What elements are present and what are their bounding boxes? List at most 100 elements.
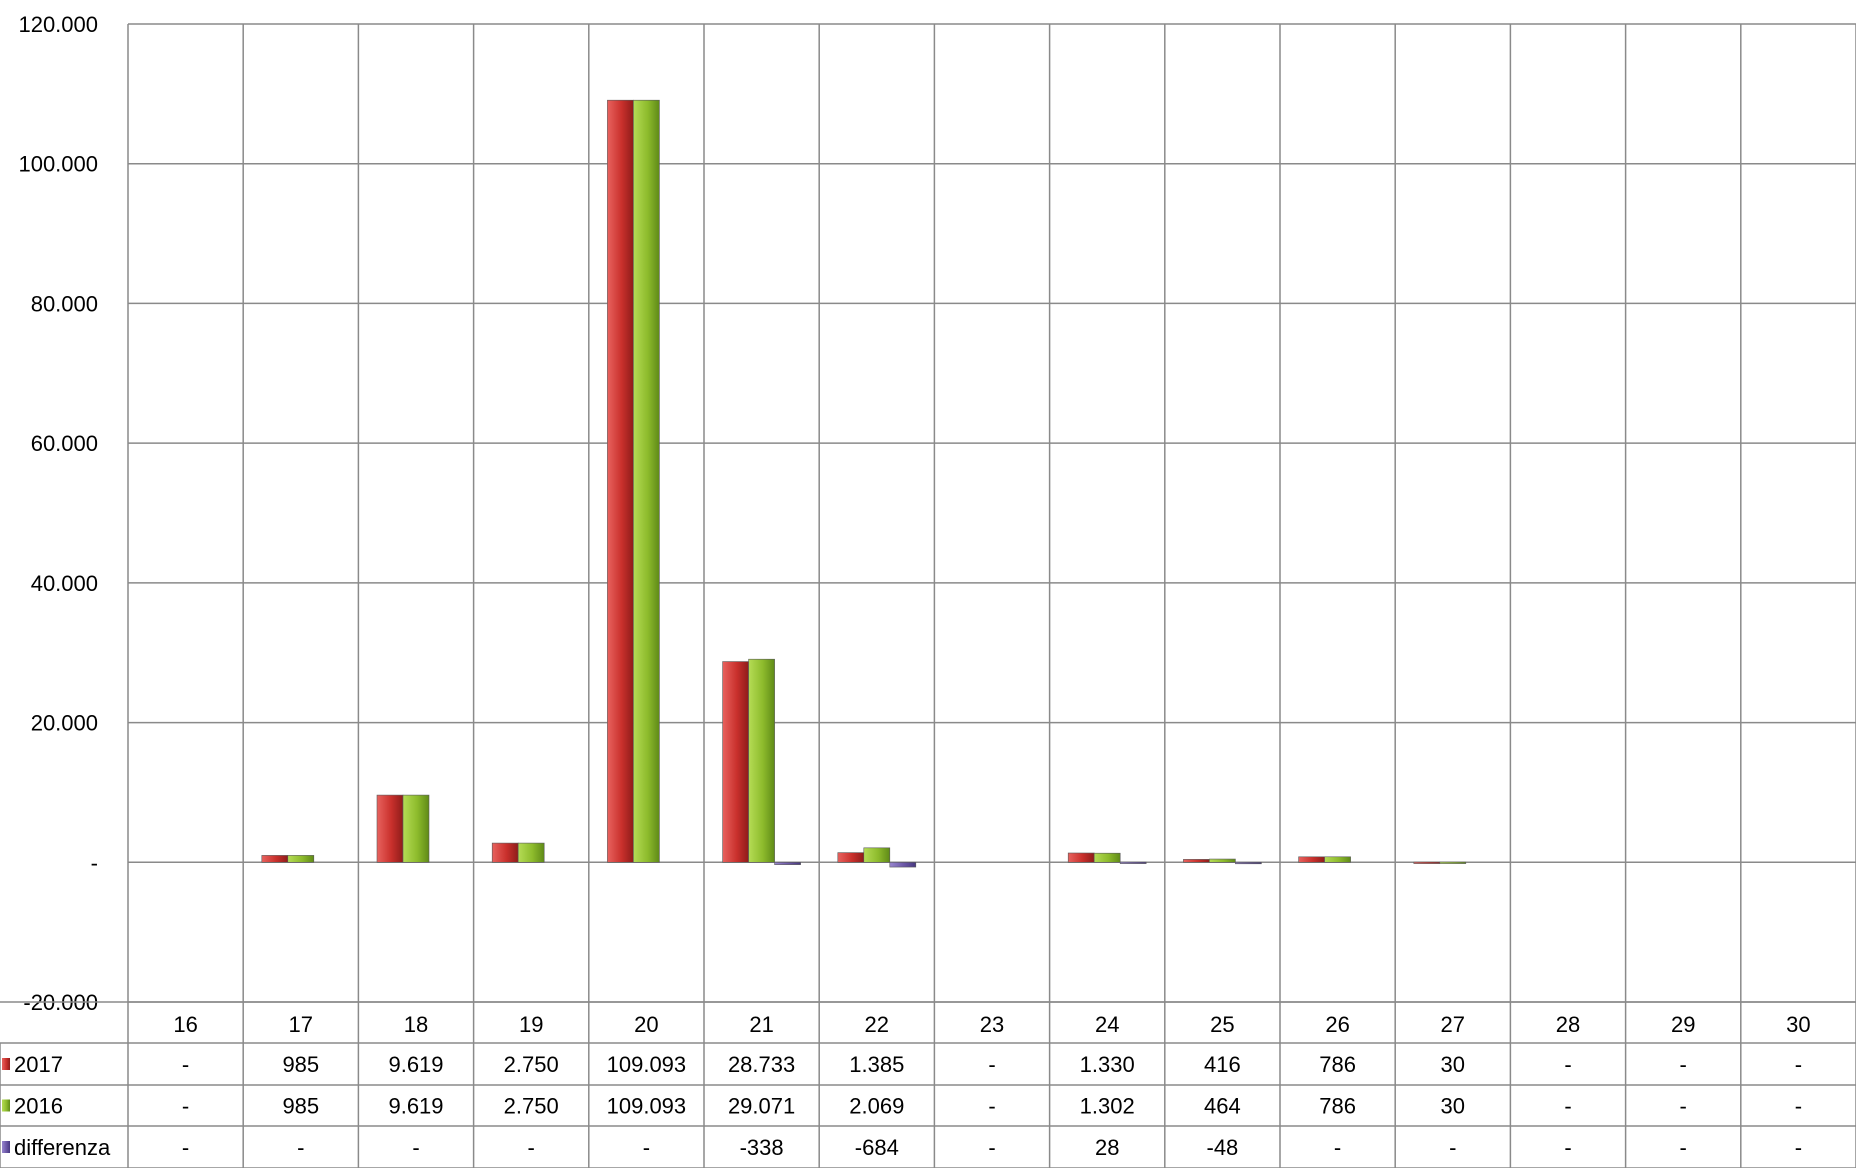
data-table: 16 17 18 19 20 21 22 23 24 25 26 27 28 29 30 2017 - 985 9.… <box>0 1001 1856 1168</box>
data-label: - <box>1564 1094 1571 1119</box>
bar-differenza-25 <box>1235 861 1262 865</box>
data-label: -684 <box>855 1135 899 1160</box>
data-label: 109.093 <box>607 1052 687 1077</box>
data-label: - <box>1680 1094 1687 1119</box>
data-label: 1.330 <box>1080 1052 1135 1077</box>
data-label: 786 <box>1319 1052 1356 1077</box>
bar-differenza-22 <box>889 861 917 868</box>
x-tick-label: 28 <box>1556 1012 1580 1037</box>
grid-lines <box>127 23 1856 1168</box>
bar-2016-26 <box>1324 856 1351 863</box>
data-label: 30 <box>1441 1094 1465 1119</box>
data-label: - <box>643 1135 650 1160</box>
x-tick-label: 26 <box>1325 1012 1349 1037</box>
bar-2017-21 <box>722 661 749 863</box>
data-label: 1.302 <box>1080 1094 1135 1119</box>
data-label: - <box>1680 1135 1687 1160</box>
bar-2017-17 <box>261 855 289 863</box>
bar-differenza-21 <box>774 861 801 865</box>
data-label: 416 <box>1204 1052 1241 1077</box>
data-label: - <box>1334 1135 1341 1160</box>
legend-key-2017 <box>2 1058 10 1070</box>
bar-2017-26 <box>1298 856 1325 863</box>
data-label: -338 <box>740 1135 784 1160</box>
y-tick-label: 40.000 <box>31 571 98 596</box>
x-tick-label: 20 <box>634 1012 658 1037</box>
bar-2016-19 <box>517 842 545 863</box>
y-tick-label: 20.000 <box>31 711 98 736</box>
y-tick-label: - <box>91 850 98 875</box>
data-label: - <box>412 1135 419 1160</box>
x-tick-label: 22 <box>865 1012 889 1037</box>
bar-2016-18 <box>402 794 430 863</box>
data-label: 464 <box>1204 1094 1241 1119</box>
bar-2017-22 <box>837 852 865 863</box>
data-label: - <box>182 1135 189 1160</box>
legend-key-2016 <box>2 1099 10 1112</box>
data-label: 985 <box>282 1052 319 1077</box>
bar-2017-20 <box>607 99 634 863</box>
data-label: - <box>1449 1135 1456 1160</box>
x-tick-label: 29 <box>1671 1012 1695 1037</box>
bar-2016-27 <box>1439 861 1467 864</box>
data-label: 985 <box>282 1094 319 1119</box>
data-label: 29.071 <box>728 1094 795 1119</box>
data-label: 1.385 <box>849 1052 904 1077</box>
data-label: 28 <box>1095 1135 1119 1160</box>
x-tick-label: 23 <box>980 1012 1004 1037</box>
bar-2017-27 <box>1413 861 1441 864</box>
legend-key-differenza <box>2 1141 10 1153</box>
x-tick-label: 21 <box>749 1012 773 1037</box>
data-label: - <box>988 1135 995 1160</box>
bar-2016-21 <box>748 658 775 863</box>
data-label: 2.069 <box>849 1094 904 1119</box>
legend-label: 2016 <box>14 1094 63 1119</box>
x-tick-label: 19 <box>519 1012 543 1037</box>
data-label: 109.093 <box>607 1094 687 1119</box>
data-label: - <box>297 1135 304 1160</box>
data-label: 9.619 <box>388 1094 443 1119</box>
data-label: - <box>988 1094 995 1119</box>
data-label: 2.750 <box>504 1052 559 1077</box>
bar-2016-22 <box>863 847 891 863</box>
data-label: - <box>1795 1135 1802 1160</box>
x-tick-label: 24 <box>1095 1012 1119 1037</box>
data-label: - <box>1564 1052 1571 1077</box>
bar-2016-24 <box>1093 852 1121 863</box>
bar-2017-25 <box>1183 859 1210 863</box>
y-tick-label: 120.000 <box>18 12 98 37</box>
bar-2017-24 <box>1067 852 1095 863</box>
x-tick-label: 30 <box>1786 1012 1810 1037</box>
x-tick-label: 18 <box>404 1012 428 1037</box>
data-label: - <box>1680 1052 1687 1077</box>
legend-label: differenza <box>14 1135 111 1160</box>
bar-2016-20 <box>633 99 660 863</box>
x-tick-label: 25 <box>1210 1012 1234 1037</box>
x-tick-label: 16 <box>173 1012 197 1037</box>
x-tick-label: 27 <box>1441 1012 1465 1037</box>
data-label: 786 <box>1319 1094 1356 1119</box>
y-tick-label: 100.000 <box>18 152 98 177</box>
data-label: 30 <box>1441 1052 1465 1077</box>
bars <box>261 99 1467 868</box>
bar-2016-25 <box>1209 858 1236 863</box>
data-label: - <box>988 1052 995 1077</box>
legend-label: 2017 <box>14 1052 63 1077</box>
y-axis: -20.000-20.00040.00060.00080.000100.0001… <box>18 12 98 1015</box>
data-label: - <box>182 1052 189 1077</box>
x-tick-label: 17 <box>289 1012 313 1037</box>
y-tick-label: 80.000 <box>31 291 98 316</box>
bar-differenza-24 <box>1119 861 1147 864</box>
bar-2017-19 <box>491 842 519 863</box>
data-label: -48 <box>1207 1135 1239 1160</box>
data-label: - <box>1795 1094 1802 1119</box>
data-label: - <box>1564 1135 1571 1160</box>
data-label: - <box>182 1094 189 1119</box>
bar-2017-18 <box>376 794 404 863</box>
data-label: - <box>1795 1052 1802 1077</box>
data-label: - <box>528 1135 535 1160</box>
y-tick-label: 60.000 <box>31 431 98 456</box>
data-label: 2.750 <box>504 1094 559 1119</box>
bar-2016-17 <box>287 855 315 863</box>
